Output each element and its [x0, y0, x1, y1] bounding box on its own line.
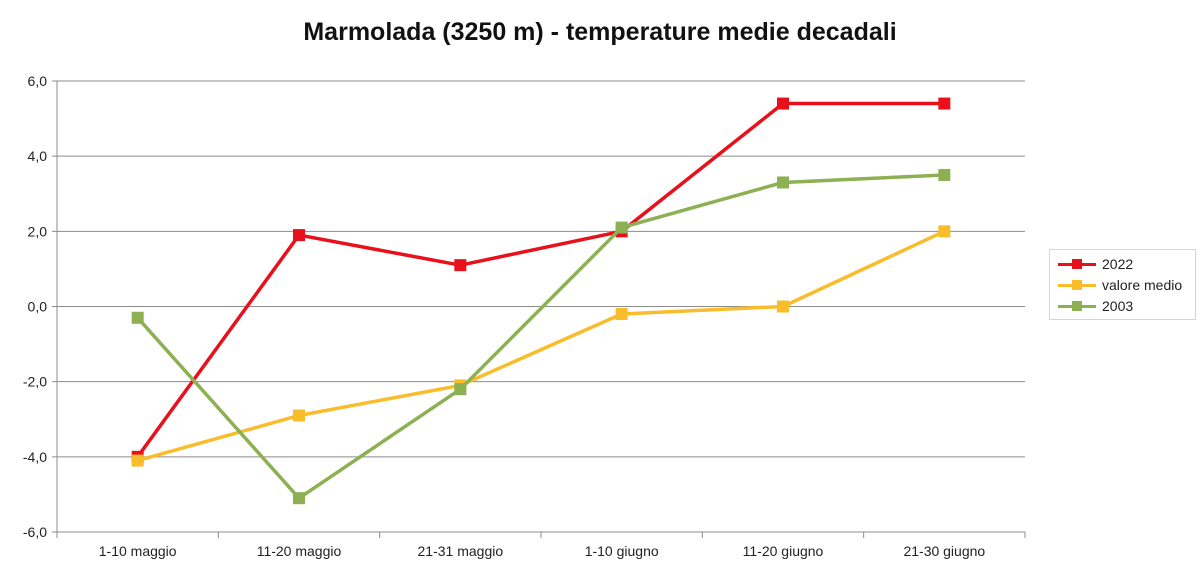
y-tick-label: 6,0: [28, 73, 48, 89]
data-point: [938, 225, 951, 238]
data-point: [938, 168, 951, 181]
data-point: [615, 221, 628, 234]
x-tick-label: 21-30 giugno: [903, 543, 985, 559]
data-point: [938, 97, 951, 110]
chart-title: Marmolada (3250 m) - temperature medie d…: [303, 18, 897, 46]
data-point: [293, 409, 305, 422]
x-tick-label: 1-10 giugno: [585, 543, 659, 559]
legend-item: 2022: [1058, 254, 1133, 274]
series-line-2003: [136, 173, 945, 500]
data-point: [777, 176, 789, 189]
legend-label: valore medio: [1102, 277, 1183, 293]
y-tick-label: 0,0: [28, 299, 48, 315]
data-point: [131, 454, 144, 467]
data-point: [293, 229, 305, 242]
y-tick-label: 4,0: [28, 148, 48, 164]
legend-line-icon: [1058, 300, 1096, 311]
y-tick-label: -6,0: [23, 524, 47, 540]
data-point: [777, 300, 789, 313]
legend-marker-icon: [1072, 258, 1082, 269]
x-tick-label: 1-10 maggio: [99, 543, 177, 559]
y-tick-label: -4,0: [23, 449, 47, 465]
data-point: [454, 383, 467, 396]
legend-line-icon: [1058, 279, 1096, 290]
legend-item: 2003: [1058, 296, 1133, 316]
x-tick-label: 21-31 maggio: [418, 543, 504, 559]
data-point: [454, 259, 467, 272]
data-point: [131, 311, 144, 324]
legend: 2022 valore medio 2003: [1049, 249, 1196, 320]
data-point: [293, 492, 305, 505]
legend-marker-icon: [1072, 279, 1082, 290]
y-tick-label: 2,0: [28, 223, 48, 239]
legend-marker-icon: [1072, 300, 1082, 311]
legend-item: valore medio: [1058, 275, 1182, 295]
legend-line-icon: [1058, 258, 1096, 269]
legend-label: 2022: [1102, 256, 1134, 272]
data-point: [777, 97, 789, 110]
legend-label: 2003: [1102, 298, 1134, 314]
data-point: [615, 308, 628, 321]
series-line-2022: [136, 101, 945, 458]
x-tick-label: 11-20 maggio: [257, 543, 342, 559]
series-line-valore-medio: [137, 229, 946, 463]
x-tick-label: 11-20 giugno: [743, 543, 824, 559]
y-tick-label: -2,0: [23, 374, 47, 390]
